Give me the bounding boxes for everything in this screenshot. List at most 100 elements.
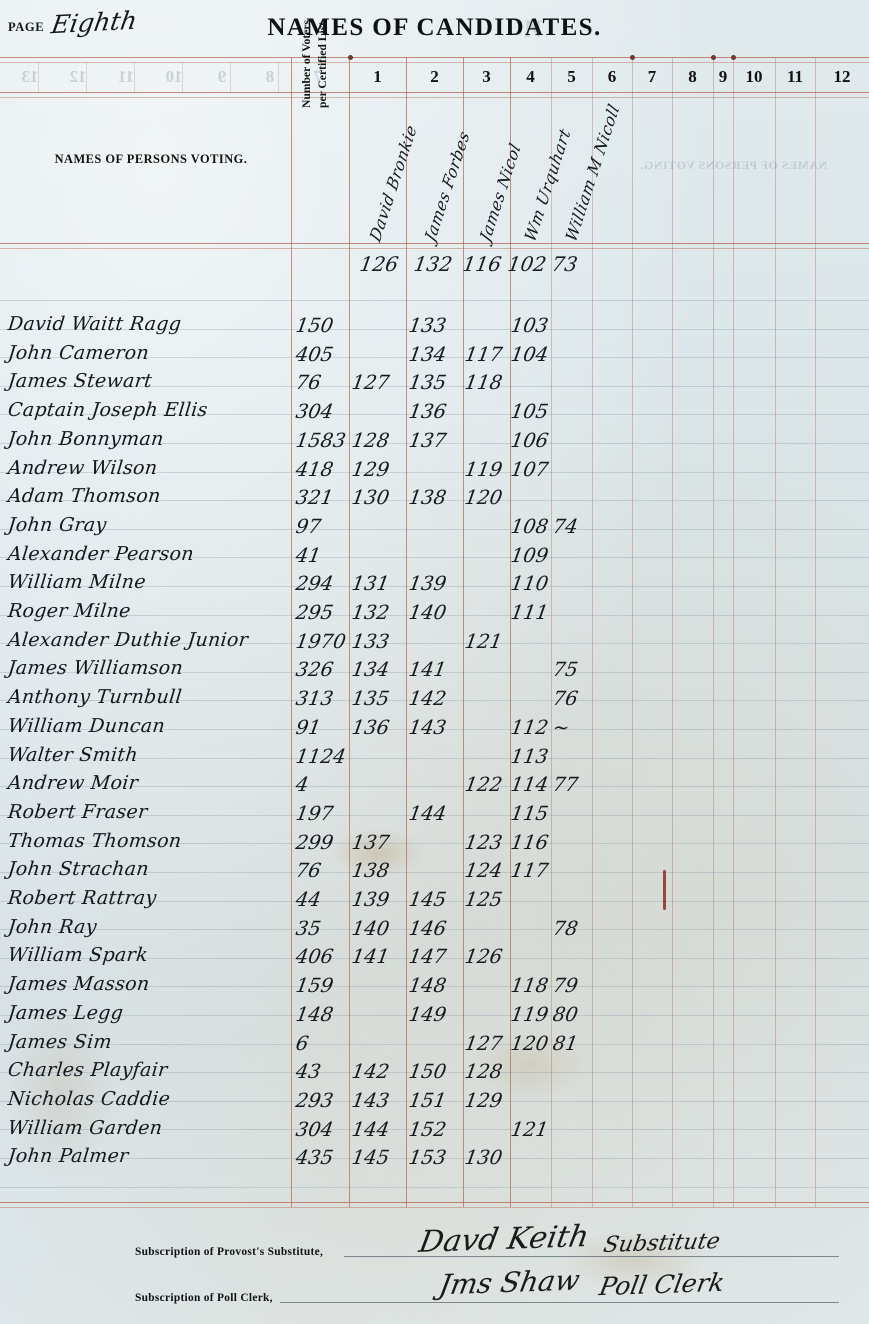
voter-name: John Ray (6, 916, 98, 938)
vote-number-3: 128 (463, 1060, 505, 1083)
ledger-line (0, 500, 869, 501)
ledger-line (0, 758, 869, 759)
page-label: PAGE (8, 20, 45, 34)
ledger-line (0, 672, 869, 673)
voters-count: 294 (294, 572, 336, 595)
voter-name: Captain Joseph Ellis (6, 399, 209, 421)
voter-name: Charles Playfair (6, 1059, 169, 1081)
running-total-1: 126 (358, 252, 401, 276)
vote-number-4: 115 (509, 802, 551, 825)
vote-number-1: 135 (350, 687, 392, 710)
vote-number-4: 120 (509, 1032, 551, 1055)
voters-count: 435 (294, 1146, 336, 1169)
vote-number-4: 113 (509, 745, 551, 768)
vote-number-3: 123 (463, 831, 505, 854)
vote-number-4: 109 (509, 544, 551, 567)
voters-count: 321 (294, 486, 336, 509)
rule-colnum-bottom (0, 92, 869, 93)
column-rule (815, 57, 816, 1207)
vote-number-2: 152 (407, 1118, 449, 1141)
rule-header-bottom-inner (0, 248, 869, 249)
poll-clerk-signature-suffix: Poll Clerk (597, 1268, 727, 1301)
column-rule (672, 57, 673, 1207)
voter-name: William Spark (6, 944, 150, 966)
voters-count: 76 (294, 371, 323, 394)
provost-signature-text: Davd Keith (416, 1219, 592, 1260)
column-rule (291, 57, 292, 1207)
provost-signature-suffix: Substitute (601, 1229, 722, 1258)
vote-number-1: 128 (350, 429, 392, 452)
ledger-line (0, 300, 869, 301)
vote-number-2: 136 (407, 400, 449, 423)
voters-count: 326 (294, 658, 336, 681)
voter-name: James Williamson (6, 657, 185, 679)
voters-header-line1: Number of Voters (300, 19, 313, 108)
column-rule (713, 57, 714, 1207)
vote-number-2: 135 (407, 371, 449, 394)
page-title: NAMES OF CANDIDATES. (267, 14, 602, 41)
vote-number-1: 144 (350, 1118, 392, 1141)
voters-count: 295 (294, 601, 336, 624)
voter-name: Alexander Duthie Junior (6, 629, 250, 651)
poll-clerk-label: Subscription of Poll Clerk, (135, 1292, 273, 1304)
ledger-line (0, 901, 869, 902)
column-number-3: 3 (482, 67, 491, 86)
voter-name: Robert Rattray (6, 887, 158, 909)
ledger-line (0, 643, 869, 644)
column-number-4: 4 (526, 67, 535, 86)
vote-number-5: 80 (551, 1003, 580, 1026)
running-total-2: 132 (412, 252, 455, 276)
voters-count: 159 (294, 974, 336, 997)
voter-name: David Waitt Ragg (6, 313, 183, 335)
voters-count: 44 (294, 888, 323, 911)
vote-number-2: 151 (407, 1089, 449, 1112)
vote-number-1: 136 (350, 716, 392, 739)
running-total-4: 102 (506, 252, 549, 276)
column-rule (775, 57, 776, 1207)
voter-name: Adam Thomson (6, 485, 162, 507)
vote-number-5: 76 (551, 687, 580, 710)
voter-name: James Legg (6, 1002, 125, 1024)
column-rule (632, 57, 633, 1207)
voters-count: 293 (294, 1089, 336, 1112)
voters-count: 91 (294, 716, 323, 739)
vote-number-2: 150 (407, 1060, 449, 1083)
voter-name: William Garden (6, 1117, 164, 1139)
voter-name: James Sim (6, 1031, 113, 1053)
showthrough-numeral: 8 (265, 67, 275, 86)
rule-body-bottom (0, 1202, 869, 1203)
voters-count: 313 (294, 687, 336, 710)
voter-name: John Bonnyman (6, 428, 165, 450)
voter-name: Alexander Pearson (6, 543, 196, 565)
vote-number-3: 126 (463, 945, 505, 968)
vote-number-4: 103 (509, 314, 551, 337)
column-number-5: 5 (567, 67, 576, 86)
vote-number-3: 127 (463, 1032, 505, 1055)
showthrough-title: N (524, 16, 544, 43)
provost-signature-suffix-text: Substitute (601, 1228, 722, 1259)
vote-number-2: 143 (407, 716, 449, 739)
voters-count: 1583 (294, 429, 348, 452)
vote-number-5: 75 (551, 658, 580, 681)
vote-number-3: 125 (463, 888, 505, 911)
vote-number-4: 118 (509, 974, 551, 997)
vote-number-1: 138 (350, 859, 392, 882)
voter-name: Walter Smith (6, 744, 140, 766)
voter-name: Robert Fraser (6, 801, 149, 823)
column-number-8: 8 (688, 67, 697, 86)
showthrough-numeral: 13 (21, 67, 39, 86)
vote-number-2: 140 (407, 601, 449, 624)
vote-number-2: 144 (407, 802, 449, 825)
ledger-line (0, 843, 869, 844)
poll-clerk-signature-rule (280, 1302, 839, 1303)
rule-tick (630, 55, 635, 60)
voter-name: John Palmer (6, 1145, 130, 1167)
column-number-10: 10 (745, 67, 763, 86)
voters-count: 97 (294, 515, 323, 538)
provost-signature-rule (344, 1256, 839, 1257)
vote-number-1: 133 (350, 630, 392, 653)
vote-number-4: 110 (509, 572, 551, 595)
showthrough-numeral: 10 (165, 67, 183, 86)
voters-count: 1970 (294, 630, 348, 653)
poll-clerk-signature-suffix-text: Poll Clerk (597, 1267, 727, 1302)
